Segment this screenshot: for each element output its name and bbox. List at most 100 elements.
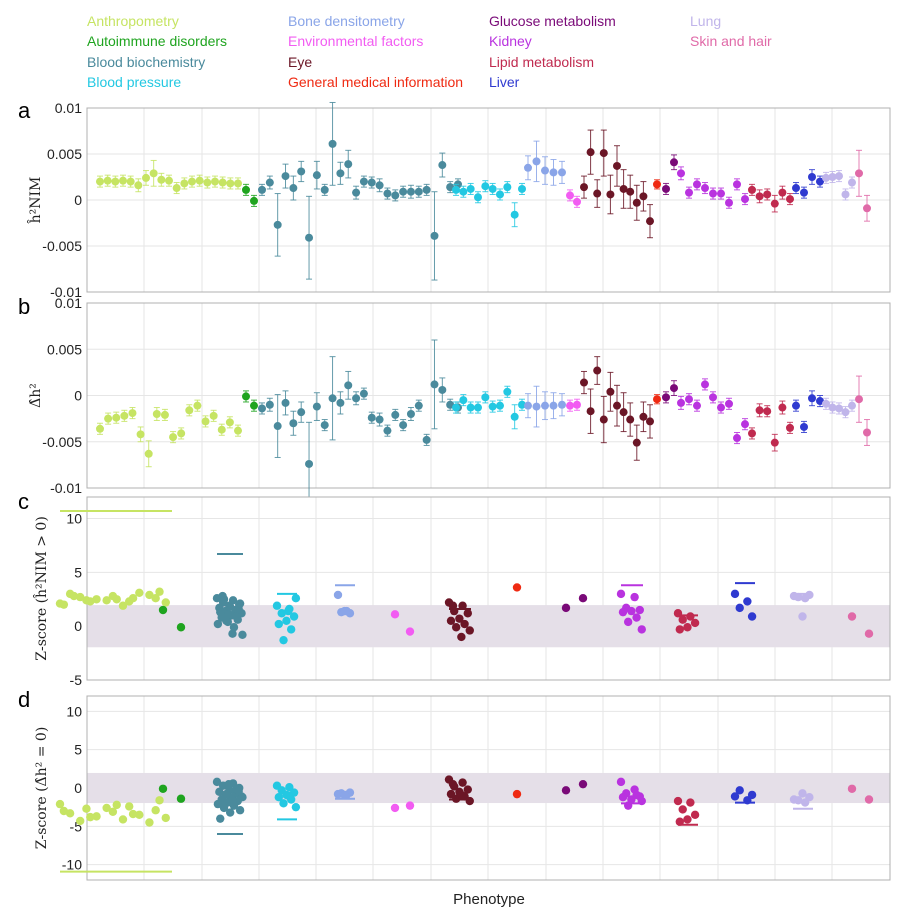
data-point <box>653 395 661 404</box>
data-point <box>580 183 588 192</box>
data-point <box>112 413 121 422</box>
z-point <box>218 799 227 808</box>
z-point <box>228 629 237 638</box>
data-point <box>399 421 408 430</box>
data-point <box>613 401 621 410</box>
legend: Anthropometry Autoimmune disorders Blood b… <box>87 13 772 90</box>
data-point <box>258 185 266 194</box>
data-point <box>599 415 608 424</box>
z-point <box>465 626 474 635</box>
data-point <box>305 233 314 242</box>
data-point <box>406 187 415 196</box>
y-tick-label: -0.01 <box>50 284 82 300</box>
z-point <box>673 796 683 806</box>
data-point <box>305 459 314 468</box>
data-point <box>693 180 701 189</box>
data-point <box>391 191 400 200</box>
z-point <box>627 606 636 616</box>
z-point <box>238 630 247 639</box>
x-axis-label: Phenotype <box>453 891 525 908</box>
data-point <box>336 398 345 407</box>
data-point <box>328 394 337 403</box>
data-point <box>599 149 608 158</box>
data-point <box>606 190 615 199</box>
data-point <box>778 188 787 197</box>
z-point <box>75 816 85 826</box>
z-point <box>798 612 807 621</box>
data-point <box>639 192 648 201</box>
z-point <box>678 615 687 624</box>
data-point <box>518 184 526 193</box>
y-tick-label: 0 <box>74 388 82 404</box>
data-point <box>632 198 641 207</box>
data-point <box>573 400 581 409</box>
data-point <box>344 160 353 169</box>
y-tick-label: 0 <box>74 618 82 634</box>
legend-entry: Bone densitometry <box>288 13 405 29</box>
z-point <box>686 798 695 807</box>
data-point <box>414 187 423 196</box>
data-point <box>808 173 816 181</box>
y-tick-label: -10 <box>62 857 82 873</box>
data-point <box>496 401 504 410</box>
z-point <box>232 612 241 621</box>
z-point <box>176 623 186 632</box>
data-point <box>593 189 602 198</box>
data-point <box>841 190 850 199</box>
data-point <box>524 163 532 172</box>
data-point <box>359 389 368 398</box>
z-point <box>128 809 138 819</box>
z-point <box>135 588 144 598</box>
z-point <box>340 606 349 616</box>
data-point <box>367 178 376 187</box>
data-point <box>352 394 361 403</box>
data-point <box>438 385 447 394</box>
z-point <box>102 596 111 605</box>
z-point <box>155 587 164 596</box>
panel-a: 0.01 0.005 0 -0.005 -0.01 a ĥ²NIM <box>18 98 891 300</box>
data-point <box>383 426 392 435</box>
z-point <box>234 604 243 614</box>
data-point <box>459 396 468 405</box>
data-point <box>510 412 519 421</box>
y-tick-label: 5 <box>74 564 82 580</box>
data-point <box>748 429 756 438</box>
z-point <box>465 796 474 806</box>
data-point <box>549 168 558 177</box>
y-tick-label: 0.005 <box>47 341 82 357</box>
data-point <box>488 402 497 411</box>
data-point <box>822 173 830 182</box>
data-point <box>120 411 129 420</box>
data-point <box>367 413 376 422</box>
data-point <box>242 392 250 401</box>
z-point <box>289 612 299 621</box>
data-point <box>226 179 235 188</box>
z-point <box>291 593 301 603</box>
z-point <box>277 609 286 618</box>
z-point <box>112 800 121 810</box>
z-point <box>632 790 641 800</box>
data-point <box>626 415 635 424</box>
data-point <box>375 181 384 190</box>
data-point <box>195 176 204 185</box>
z-point <box>675 625 685 634</box>
y-tick-label: -0.005 <box>42 238 82 254</box>
data-point <box>422 435 431 444</box>
y-tick-label: 10 <box>66 511 82 527</box>
data-point <box>481 182 490 191</box>
data-point <box>619 184 628 193</box>
data-point <box>800 422 808 431</box>
y-axis-label: Δ̂h² <box>28 383 44 408</box>
data-point <box>518 400 526 409</box>
data-point <box>835 404 843 413</box>
data-point <box>128 409 137 418</box>
data-point <box>281 398 290 407</box>
data-point <box>218 178 227 187</box>
z-point <box>623 617 633 627</box>
legend-entry: Kidney <box>489 33 532 49</box>
z-point <box>630 592 639 602</box>
data-point <box>430 380 439 389</box>
data-point <box>406 410 415 418</box>
data-point <box>273 220 282 229</box>
legend-entry: Autoimmune disorders <box>87 33 227 49</box>
